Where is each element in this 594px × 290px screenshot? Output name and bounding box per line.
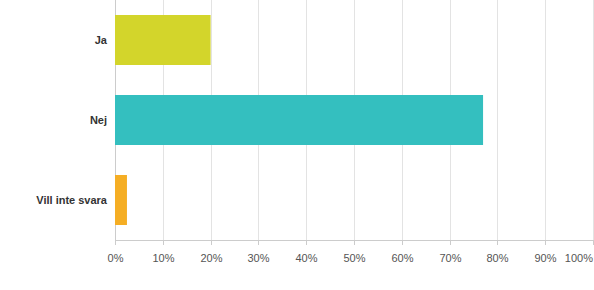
category-label: Nej — [90, 114, 107, 126]
tick-label: 50% — [343, 252, 365, 264]
tick-label: 90% — [534, 252, 556, 264]
x-axis-line — [115, 240, 593, 241]
tick-label: 10% — [152, 252, 174, 264]
category-label: Ja — [95, 34, 108, 46]
tick-label: 20% — [200, 252, 222, 264]
category-label: Vill inte svara — [36, 194, 108, 206]
grid-line — [593, 0, 594, 240]
category-labels: Ja Nej Vill inte svara — [36, 34, 108, 206]
tick-label: 100% — [565, 252, 593, 264]
bars — [115, 15, 483, 225]
tick-label: 0% — [108, 252, 124, 264]
tick-labels: 0% 10% 20% 30% 40% 50% 60% 70% 80% 90% 100% — [108, 252, 594, 264]
tick-label: 40% — [295, 252, 317, 264]
tick-label: 70% — [439, 252, 461, 264]
grid-line — [545, 0, 546, 240]
bar — [115, 175, 127, 225]
bar — [115, 95, 483, 145]
bar — [115, 15, 211, 65]
tick-label: 60% — [391, 252, 413, 264]
grid — [116, 0, 594, 245]
chart-svg: 0% 10% 20% 30% 40% 50% 60% 70% 80% 90% 100% Ja Nej Vi… — [0, 0, 594, 290]
chart-container: 0% 10% 20% 30% 40% 50% 60% 70% 80% 90% 100% Ja Nej Vi… — [0, 0, 594, 290]
grid-line — [497, 0, 498, 240]
tick-label: 80% — [486, 252, 508, 264]
tick-mark — [593, 240, 594, 245]
tick-label: 30% — [247, 252, 269, 264]
